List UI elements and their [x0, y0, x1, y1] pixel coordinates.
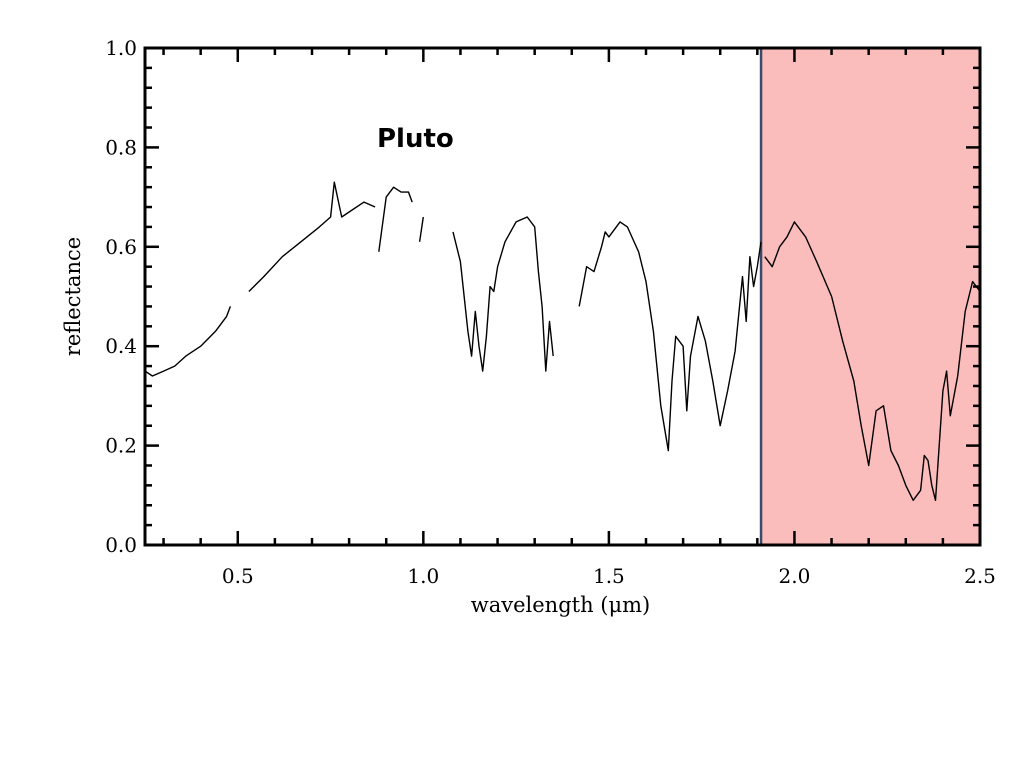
x-tick-label: 1.0	[407, 564, 439, 588]
spectrum-segment-5	[452, 216, 554, 372]
spectrum-segment-1	[144, 306, 232, 377]
highlight-region	[759, 46, 982, 547]
y-tick-label: 0.4	[105, 334, 137, 358]
spectrum-segment-2	[248, 181, 376, 292]
y-tick-label: 0.8	[105, 135, 137, 159]
spectrum-segment-3	[378, 186, 413, 252]
y-tick-label: 0.6	[105, 235, 137, 259]
x-axis-label: wavelength (μm)	[471, 593, 650, 617]
x-tick-label: 0.5	[222, 564, 254, 588]
y-tick-label: 0.0	[105, 533, 137, 557]
spectrum-segment-4	[418, 216, 424, 242]
y-axis-label: reflectance	[61, 237, 85, 356]
plot-frame	[143, 46, 982, 547]
x-tick-label: 2.5	[964, 564, 996, 588]
spectrum-segment-6	[578, 221, 762, 452]
x-tick-label: 1.5	[593, 564, 625, 588]
spectrum-segment-7	[764, 221, 981, 501]
annotation-label: Pluto	[377, 124, 454, 154]
x-tick-label: 2.0	[779, 564, 811, 588]
y-tick-label: 1.0	[105, 36, 137, 60]
y-tick-label: 0.2	[105, 434, 137, 458]
